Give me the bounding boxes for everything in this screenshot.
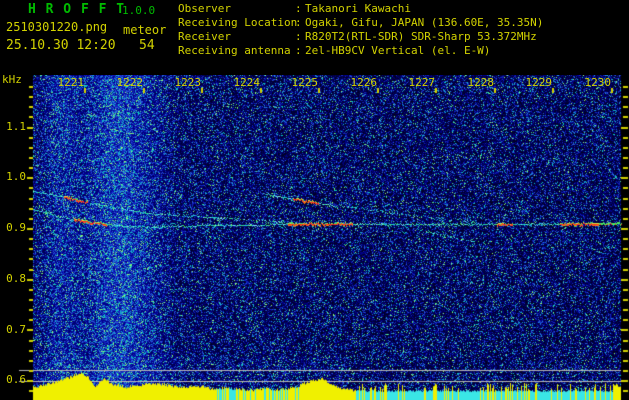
- info-value-antenna: 2el-HB9CV Vertical (el. E-W): [305, 44, 491, 57]
- freq-tick-label: 1.0: [6, 170, 26, 183]
- app-title: H R O F F T: [28, 2, 126, 17]
- freq-tick-label: 0.6: [6, 373, 26, 386]
- time-tick-label: 1225: [291, 76, 319, 89]
- output-filename: 2510301220.png: [6, 20, 108, 34]
- mode-label: meteor: [123, 23, 167, 37]
- time-tick-label: 1227: [408, 76, 436, 89]
- info-label-receiver: Receiver: [178, 30, 231, 43]
- datetime-label: 25.10.30 12:20: [6, 38, 116, 53]
- time-tick-label: 1226: [350, 76, 378, 89]
- freq-tick-label: 1.1: [6, 120, 26, 133]
- info-label-location: Receiving Location: [178, 16, 298, 29]
- freq-tick-label: 0.8: [6, 272, 26, 285]
- spectrogram-canvas: [0, 75, 629, 400]
- info-sep: :: [295, 44, 302, 57]
- app-version: 1.0.0: [122, 4, 156, 17]
- time-tick-label: 1222: [116, 76, 144, 89]
- echo-count: 54: [139, 38, 155, 53]
- info-value-receiver: R820T2(RTL-SDR) SDR-Sharp 53.372MHz: [305, 30, 537, 43]
- freq-tick-label: 0.7: [6, 323, 26, 336]
- info-value-location: Ogaki, Gifu, JAPAN (136.60E, 35.35N): [305, 16, 544, 29]
- time-tick-label: 1230: [584, 76, 612, 89]
- time-tick-label: 1228: [467, 76, 495, 89]
- freq-tick-label: 0.9: [6, 221, 26, 234]
- info-sep: :: [295, 16, 302, 29]
- info-sep: :: [295, 2, 302, 15]
- time-tick-label: 1224: [233, 76, 261, 89]
- info-label-observer: Observer: [178, 2, 231, 15]
- time-tick-label: 1221: [57, 76, 85, 89]
- freq-axis-unit: kHz: [2, 73, 22, 86]
- info-value-observer: Takanori Kawachi: [305, 2, 411, 15]
- info-label-antenna: Receiving antenna: [178, 44, 291, 57]
- info-sep: :: [295, 30, 302, 43]
- time-tick-label: 1223: [174, 76, 202, 89]
- time-tick-label: 1229: [525, 76, 553, 89]
